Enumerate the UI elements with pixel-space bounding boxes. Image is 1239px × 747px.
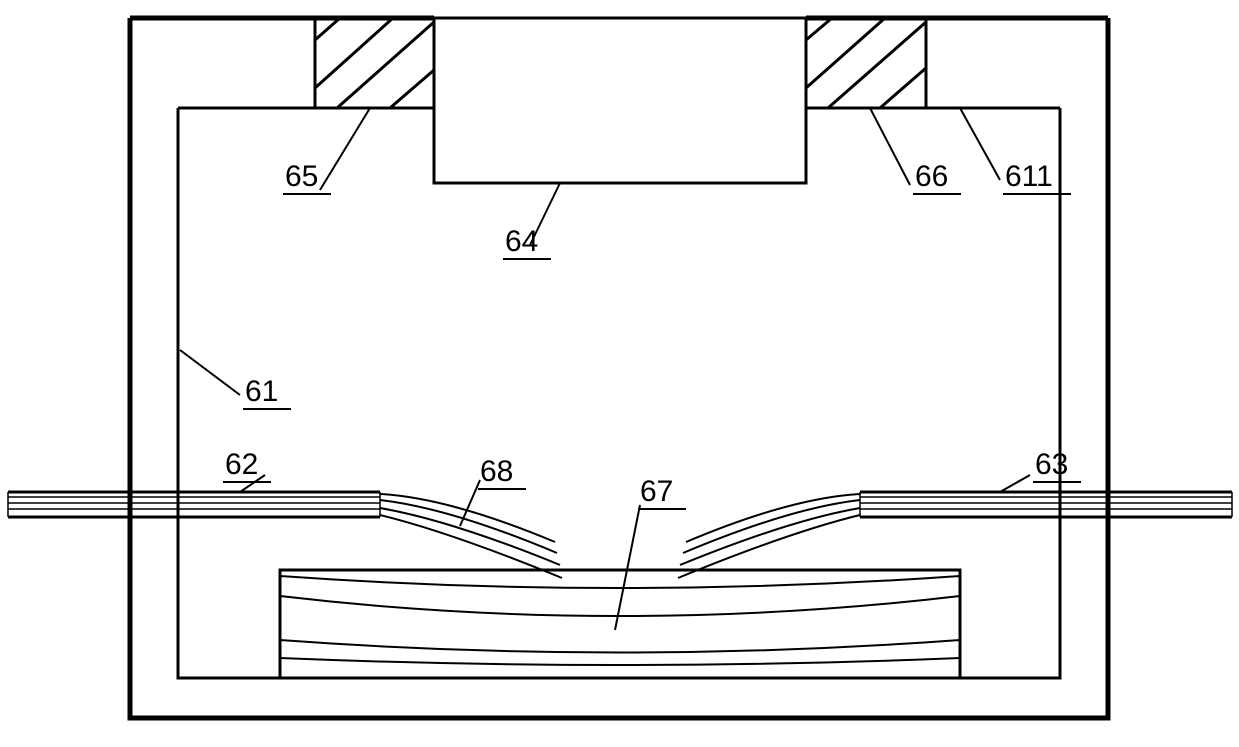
- label-611: 611: [1005, 160, 1053, 194]
- label-61: 61: [245, 375, 278, 409]
- label-65: 65: [285, 160, 318, 194]
- label-68: 68: [480, 455, 513, 489]
- label-66: 66: [915, 160, 948, 194]
- diagram-container: 65 64 66 611 61 62 63 68 67: [0, 0, 1239, 747]
- technical-drawing: [0, 0, 1239, 747]
- label-63: 63: [1035, 448, 1068, 482]
- label-64: 64: [505, 225, 538, 259]
- label-62: 62: [225, 448, 258, 482]
- label-67: 67: [640, 475, 673, 509]
